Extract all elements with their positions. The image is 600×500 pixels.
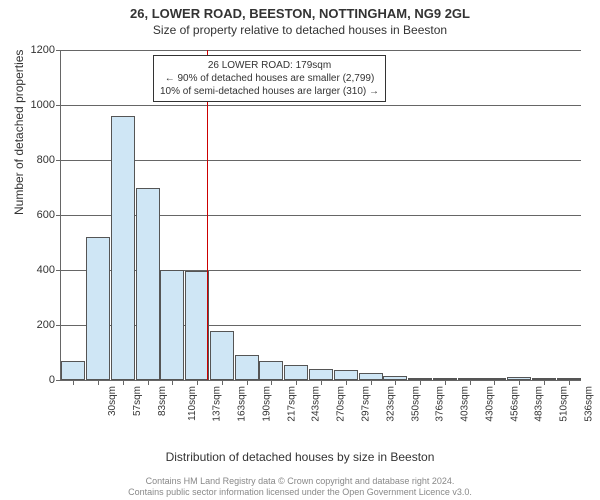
histogram-bar [136,188,160,381]
xtick-mark [470,380,471,385]
chart-container: 26, LOWER ROAD, BEESTON, NOTTINGHAM, NG9… [0,0,600,500]
xtick-mark [73,380,74,385]
xtick-label: 217sqm [286,386,297,422]
xtick-mark [395,380,396,385]
xtick-mark [519,380,520,385]
xtick-mark [321,380,322,385]
gridline [61,50,581,51]
xtick-mark [271,380,272,385]
histogram-bar [61,361,85,380]
xtick-label: 456sqm [509,386,520,422]
ytick-mark [56,215,61,216]
annotation-line: 26 LOWER ROAD: 179sqm [160,59,379,72]
annotation-line: 10% of semi-detached houses are larger (… [160,85,379,98]
xtick-label: 350sqm [410,386,421,422]
attribution-text: Contains HM Land Registry data © Crown c… [0,476,600,498]
histogram-bar [284,365,308,380]
annotation-line: ← 90% of detached houses are smaller (2,… [160,72,379,85]
xtick-label: 270sqm [336,386,347,422]
histogram-bar [86,237,110,380]
xtick-mark [172,380,173,385]
xtick-mark [98,380,99,385]
xtick-mark [148,380,149,385]
ytick-mark [56,380,61,381]
chart-subtitle: Size of property relative to detached ho… [0,21,600,37]
xtick-label: 110sqm [187,386,198,421]
ytick-label: 1000 [15,99,55,111]
histogram-bar [160,270,184,380]
plot-region: 02004006008001000120030sqm57sqm83sqm110s… [60,50,581,381]
xtick-mark [494,380,495,385]
xtick-label: 536sqm [583,386,594,422]
xtick-label: 163sqm [237,386,248,422]
xtick-label: 483sqm [534,386,545,422]
xtick-label: 30sqm [107,386,118,416]
ytick-label: 0 [15,374,55,386]
histogram-bar [359,373,383,380]
ytick-mark [56,105,61,106]
ytick-mark [56,50,61,51]
xtick-mark [544,380,545,385]
xtick-label: 297sqm [361,386,372,422]
xtick-label: 57sqm [132,386,143,416]
chart-area: 02004006008001000120030sqm57sqm83sqm110s… [60,50,580,410]
gridline [61,105,581,106]
xtick-mark [346,380,347,385]
ytick-label: 800 [15,154,55,166]
xtick-label: 376sqm [435,386,446,422]
xtick-label: 83sqm [157,386,168,416]
xtick-label: 323sqm [385,386,396,422]
xtick-mark [123,380,124,385]
xtick-mark [197,380,198,385]
histogram-bar [334,370,358,380]
ytick-label: 600 [15,209,55,221]
ytick-label: 400 [15,264,55,276]
xtick-mark [296,380,297,385]
xtick-label: 243sqm [311,386,322,422]
xtick-label: 430sqm [484,386,495,422]
ytick-label: 1200 [15,44,55,56]
x-axis-label: Distribution of detached houses by size … [0,450,600,464]
xtick-label: 403sqm [460,386,471,422]
histogram-bar [111,116,135,380]
gridline [61,160,581,161]
ytick-mark [56,160,61,161]
xtick-mark [371,380,372,385]
histogram-bar [210,331,234,381]
xtick-label: 137sqm [212,386,223,422]
annotation-box: 26 LOWER ROAD: 179sqm← 90% of detached h… [153,55,386,102]
attribution-line1: Contains HM Land Registry data © Crown c… [0,476,600,487]
xtick-mark [445,380,446,385]
y-axis-label: Number of detached properties [12,50,26,215]
ytick-mark [56,270,61,271]
attribution-line2: Contains public sector information licen… [0,487,600,498]
xtick-mark [222,380,223,385]
histogram-bar [309,369,333,380]
chart-title: 26, LOWER ROAD, BEESTON, NOTTINGHAM, NG9… [0,0,600,21]
xtick-mark [569,380,570,385]
xtick-mark [247,380,248,385]
histogram-bar [235,355,259,380]
ytick-mark [56,325,61,326]
ytick-label: 200 [15,319,55,331]
histogram-bar [259,361,283,380]
xtick-mark [420,380,421,385]
xtick-label: 190sqm [262,386,273,422]
xtick-label: 510sqm [559,386,570,422]
histogram-bar [185,271,209,380]
